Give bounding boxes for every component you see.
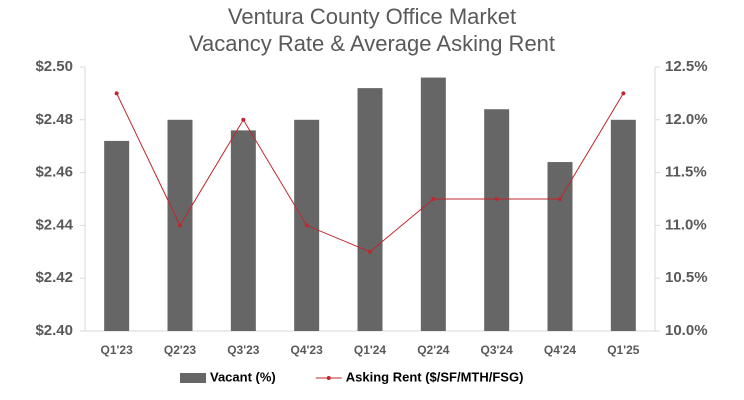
chart-subtitle: Vacancy Rate & Average Asking Rent <box>189 31 555 56</box>
bar <box>484 109 510 332</box>
y2-tick-label: 11.0% <box>665 216 707 233</box>
legend-label: Asking Rent ($/SF/MTH/FSG) <box>346 369 524 384</box>
x-tick-label: Q2'23 <box>164 343 197 357</box>
x-tick-label: Q1'24 <box>354 343 387 357</box>
legend-swatch <box>326 376 331 380</box>
y-tick-label: $2.40 <box>35 322 73 339</box>
y2-tick-label: 12.5% <box>665 58 708 75</box>
point <box>621 91 626 96</box>
x-tick-label: Q3'24 <box>481 343 514 357</box>
point <box>114 91 119 96</box>
point <box>304 223 309 228</box>
y-tick-label: $2.50 <box>35 58 73 75</box>
x-tick-label: Q1'25 <box>607 343 640 357</box>
y-tick-label: $2.46 <box>35 164 73 181</box>
point <box>558 197 562 201</box>
legend-label: Vacant (%) <box>210 369 276 384</box>
y2-tick-label: 10.0% <box>665 322 708 339</box>
chart-title: Ventura County Office Market <box>228 4 516 29</box>
point <box>431 197 436 201</box>
bar <box>547 162 573 331</box>
legend-swatch <box>180 373 206 383</box>
y-tick-label: $2.44 <box>35 216 73 233</box>
y2-tick-label: 10.5% <box>665 269 708 286</box>
x-tick-label: Q2'24 <box>417 343 450 357</box>
bar <box>230 130 256 331</box>
point <box>368 249 372 254</box>
bar <box>610 119 636 331</box>
x-tick-label: Q1'23 <box>101 343 134 357</box>
bar <box>104 140 130 331</box>
y-tick-label: $2.42 <box>35 269 73 286</box>
x-tick-label: Q4'23 <box>291 343 324 357</box>
bar <box>357 88 383 332</box>
y2-tick-label: 12.0% <box>665 111 708 128</box>
point <box>494 197 499 201</box>
bar <box>420 77 446 331</box>
point <box>241 117 246 122</box>
y-tick-label: $2.48 <box>35 111 73 128</box>
point <box>178 223 182 228</box>
x-tick-label: Q3'23 <box>227 343 260 357</box>
x-tick-label: Q4'24 <box>544 343 577 357</box>
y2-tick-label: 11.5% <box>665 164 707 181</box>
